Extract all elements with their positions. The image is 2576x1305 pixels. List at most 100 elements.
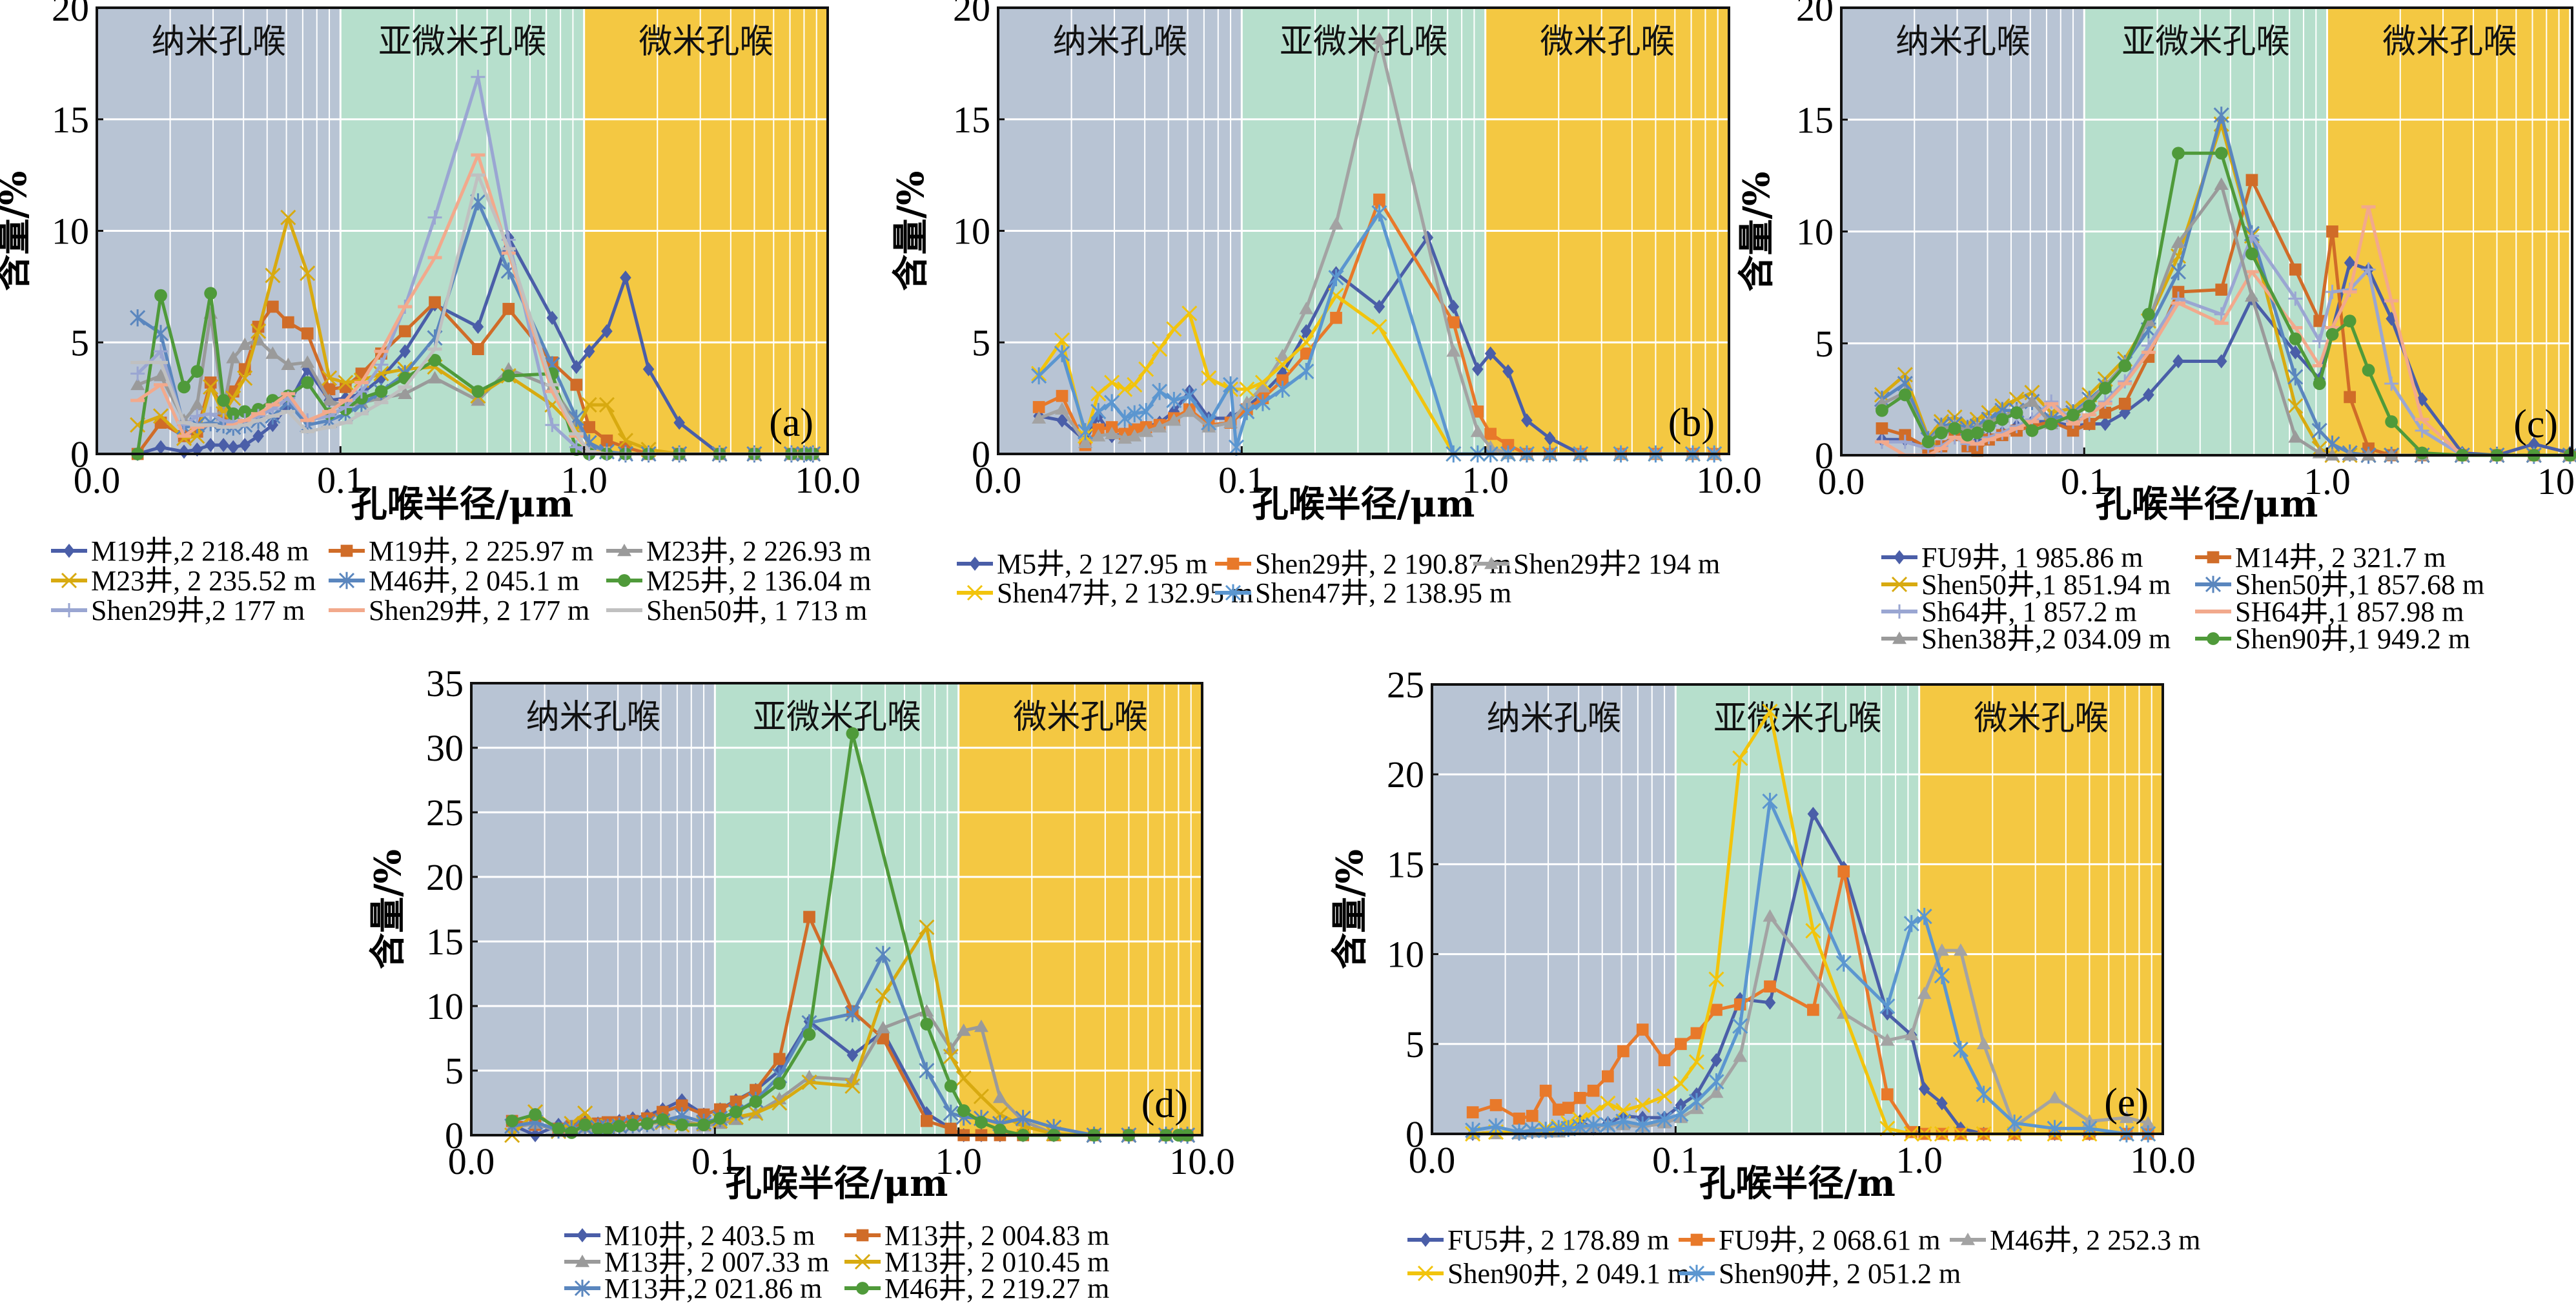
series-6 [506, 727, 1194, 1142]
x-tick-label: 0.1 [691, 1140, 739, 1182]
data-point [154, 369, 169, 382]
data-point [570, 378, 583, 391]
data-point [227, 440, 240, 455]
data-point [1328, 269, 1344, 287]
data-point [502, 303, 515, 315]
region-nano [1432, 684, 1676, 1134]
data-point [2025, 424, 2039, 437]
region-label-nano: 纳米孔喉 [1896, 23, 2030, 61]
data-point [772, 1094, 788, 1111]
legend-label: M23井, 2 235.52 m [91, 565, 316, 597]
panel-b: 纳米孔喉 亚微米孔喉 微米孔喉 0 5 10 15 20 0.0 0.1 1.0 10.0 (b) 孔喉半… [890, 0, 1762, 609]
data-point [875, 987, 891, 1004]
legend-item: FU9井, 1 985.86 m [1881, 542, 2143, 573]
x-tick-label: 1.0 [1896, 1139, 1943, 1181]
y-tick-label: 10 [1796, 211, 1834, 253]
data-point [1982, 420, 1996, 433]
data-point [1733, 1049, 1748, 1062]
data-point [713, 1112, 727, 1125]
y-tick-label: 10 [426, 985, 464, 1027]
data-point [844, 1005, 861, 1023]
data-point [399, 344, 411, 359]
data-point [1223, 376, 1239, 394]
data-point [2288, 291, 2303, 306]
data-point [472, 343, 484, 355]
data-point [1090, 385, 1107, 402]
legend-label: M13井, 2 004.83 m [884, 1220, 1109, 1251]
region-label-nano: 纳米孔喉 [1487, 699, 1621, 738]
panel-d: 纳米孔喉 亚微米孔喉 微米孔喉 0 5 10 15 20 25 30 35 0.0 0.1 1.0 10.0… [367, 663, 1235, 1304]
legend-item: M13井, 2 007.33 m [564, 1246, 829, 1278]
data-point [656, 1113, 670, 1126]
data-point [2025, 394, 2039, 407]
data-point [1876, 404, 1888, 417]
legend-item: M25井, 2 136.04 m [606, 565, 871, 597]
data-point [713, 1103, 726, 1116]
data-point [565, 1126, 578, 1139]
y-axis-title: 含量/% [367, 849, 409, 969]
data-point [552, 1122, 565, 1135]
legend-marker-icon [2207, 632, 2220, 645]
data-point [301, 327, 314, 340]
legend-marker-icon [62, 603, 76, 617]
x-axis-title: 孔喉半径/μm [1252, 483, 1475, 526]
data-point [601, 1122, 615, 1135]
x-tick-label: 0.1 [2061, 460, 2108, 502]
legend: M5井, 2 127.95 m Shen29井, 2 190.87 m Shen29… [957, 548, 1720, 609]
legend-item: M19井,2 218.48 m [51, 535, 309, 567]
panel-label: (b) [1668, 401, 1715, 445]
data-point [2311, 422, 2327, 440]
legend-item: Shen50井,1 857.68 m [2195, 569, 2484, 601]
data-point [2288, 430, 2303, 443]
data-point [919, 1062, 935, 1080]
legend-marker-icon [1894, 550, 1905, 564]
panel-a: 纳米孔喉 亚微米孔喉 微米孔喉 0 5 10 15 20 0.0 0.1 1.0 10.0 (a) 孔喉半… [0, 0, 871, 626]
data-point [1274, 356, 1291, 373]
data-point [1373, 193, 1385, 206]
data-point [1299, 302, 1314, 314]
y-tick-label: 15 [426, 921, 464, 963]
data-point [1921, 435, 1935, 449]
panel-c: 纳米孔喉 亚微米孔喉 微米孔喉 0 5 10 15 20 0.0 0.1 1.0 10.0 (c) 孔喉半… [1735, 0, 2576, 655]
y-tick-label: 10 [953, 211, 990, 252]
data-point [1544, 431, 1556, 446]
data-point [1710, 1053, 1722, 1067]
x-tick-label: 0.1 [1218, 459, 1265, 501]
data-point [1255, 380, 1270, 393]
data-point [1276, 374, 1289, 387]
legend-label: Shen50井,1 851.94 m [1921, 569, 2171, 601]
data-point [1602, 1070, 1614, 1083]
data-point [617, 433, 633, 449]
region-label-micro: 微米孔喉 [1013, 698, 1147, 737]
y-tick-label: 0 [972, 433, 990, 475]
data-point [1953, 943, 1968, 956]
data-point [992, 1091, 1007, 1104]
data-point [1152, 341, 1168, 357]
data-point [1371, 204, 1387, 222]
data-point [1152, 420, 1167, 433]
data-point [1275, 348, 1290, 362]
data-point [2289, 332, 2302, 345]
y-tick-label: 25 [1387, 664, 1424, 706]
legend-item: Shen90井,1 949.2 m [2195, 623, 2470, 655]
data-point [354, 384, 369, 399]
y-axis-title: 含量/% [0, 171, 35, 291]
legend-label: M13井,2 021.86 m [604, 1273, 822, 1304]
data-point [1976, 1085, 1992, 1103]
y-tick-label: 20 [1387, 754, 1424, 796]
region-micro [958, 683, 1202, 1135]
data-point [2099, 416, 2111, 431]
data-point [1934, 943, 1949, 956]
legend-item: M13井, 2 010.45 m [844, 1246, 1109, 1278]
data-point [750, 1084, 762, 1096]
data-point [427, 210, 442, 225]
data-point [1948, 422, 1961, 435]
data-point [803, 910, 815, 923]
data-point [1077, 423, 1094, 440]
data-point [1240, 395, 1254, 408]
y-tick-label: 15 [52, 99, 89, 141]
data-point [2118, 397, 2131, 410]
data-point [1807, 1003, 1819, 1016]
data-point [846, 727, 859, 740]
data-point [1511, 1124, 1528, 1141]
